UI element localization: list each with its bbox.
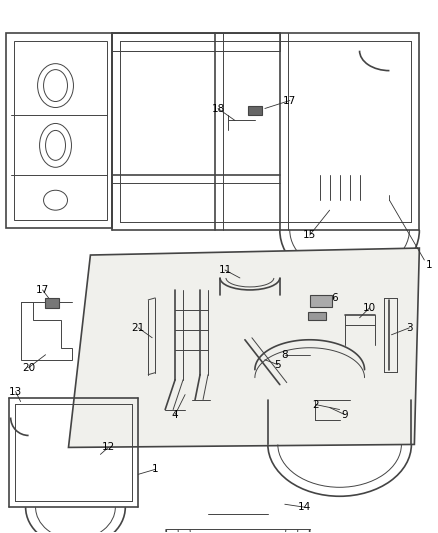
- Text: 11: 11: [219, 265, 232, 275]
- Bar: [310, 295, 332, 307]
- Text: 18: 18: [212, 103, 225, 114]
- Text: 20: 20: [22, 362, 35, 373]
- Bar: [308, 312, 326, 320]
- Text: 8: 8: [282, 350, 288, 360]
- Text: 14: 14: [298, 502, 311, 512]
- Text: 6: 6: [331, 293, 338, 303]
- Text: 1: 1: [152, 464, 159, 474]
- Text: 21: 21: [132, 323, 145, 333]
- Text: 15: 15: [303, 230, 316, 240]
- Text: 9: 9: [341, 409, 348, 419]
- Text: 13: 13: [9, 386, 22, 397]
- Text: 12: 12: [102, 442, 115, 453]
- Text: 10: 10: [363, 303, 376, 313]
- Text: 2: 2: [312, 400, 319, 409]
- Polygon shape: [68, 248, 419, 447]
- Text: 4: 4: [172, 409, 178, 419]
- Text: 17: 17: [283, 95, 297, 106]
- Text: 3: 3: [406, 323, 413, 333]
- Text: 17: 17: [36, 285, 49, 295]
- Text: 1: 1: [426, 260, 433, 270]
- Text: 5: 5: [275, 360, 281, 370]
- Bar: [45, 298, 59, 308]
- Bar: [248, 106, 262, 116]
